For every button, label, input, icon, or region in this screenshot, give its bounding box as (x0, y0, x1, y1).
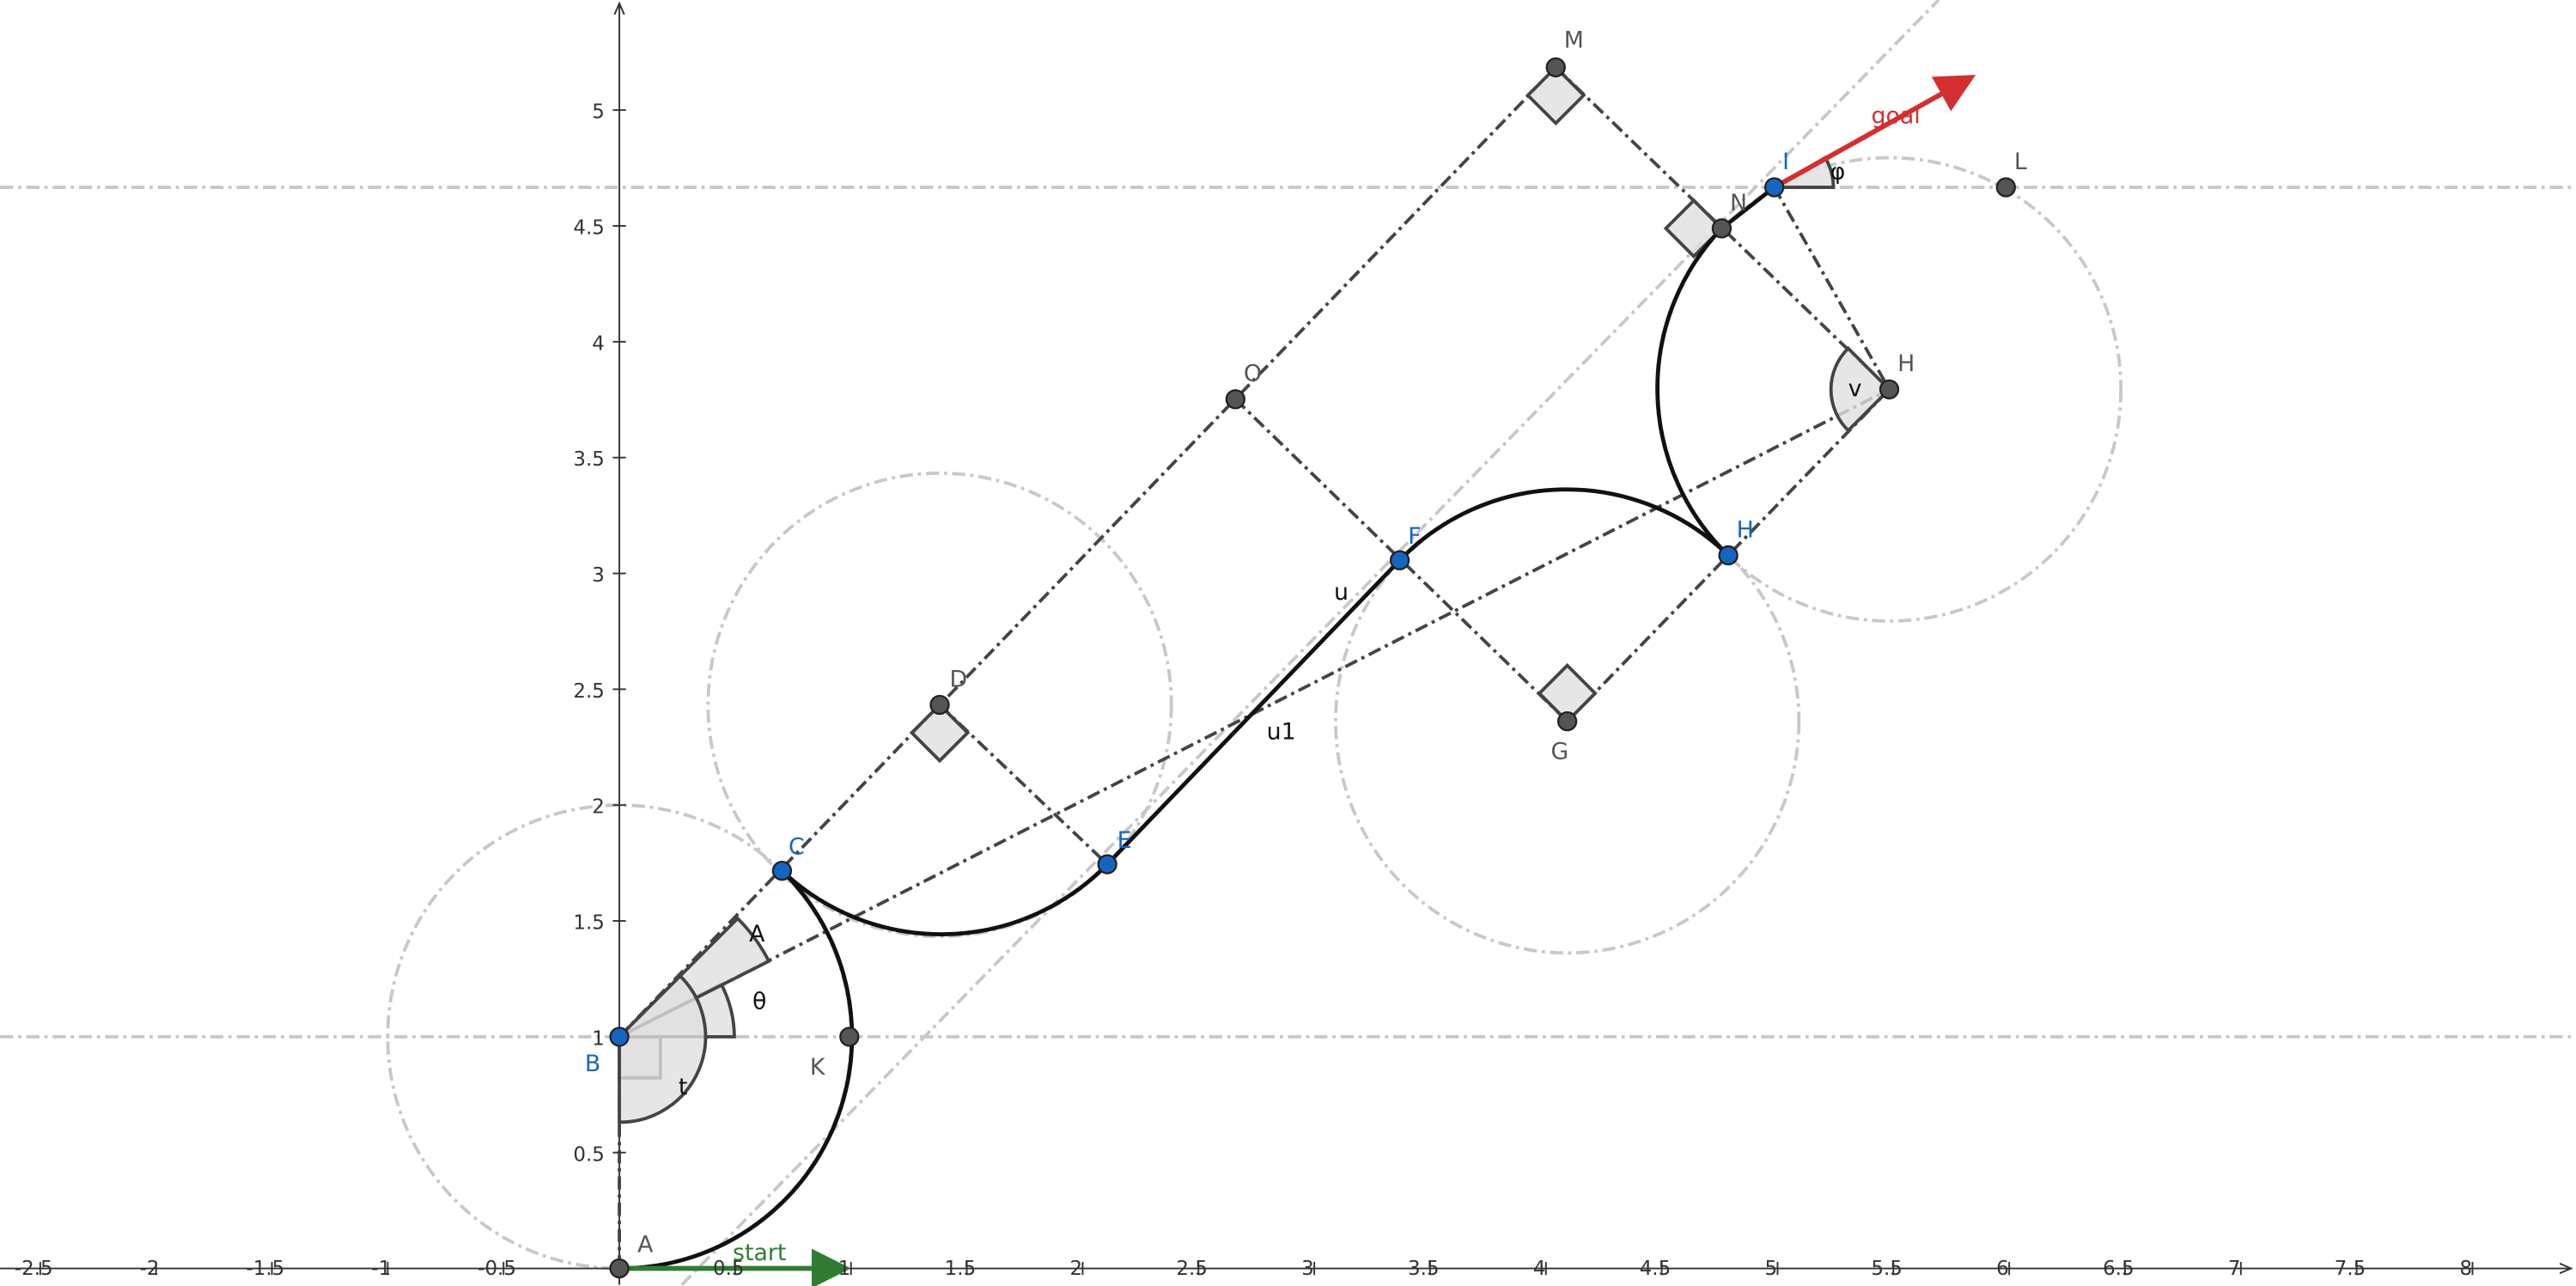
segment (618, 66, 1557, 1039)
tick-labels: -2.5 -2 -1.5 -1 -0.5 0.5 1 1.5 2 2.5 3 3.5 4 4.5 5 5.5 6… (15, 101, 2474, 1280)
x-tick-label: 2.5 (1176, 1258, 1207, 1280)
right-angle (909, 702, 971, 764)
arc (780, 862, 1109, 936)
angle-label: θ (752, 988, 766, 1015)
x-tick-label: 5 (1765, 1258, 1778, 1280)
point-label: H (1737, 516, 1754, 543)
point-label: E (1117, 827, 1132, 854)
point (609, 1027, 630, 1047)
x-tick-label: 3.5 (1408, 1258, 1439, 1280)
angle-sector (618, 973, 708, 1124)
arc (1398, 487, 1730, 562)
point-label: B (585, 1051, 600, 1077)
x-tick-label: -1.5 (247, 1258, 285, 1280)
point-label: F (1408, 523, 1421, 550)
point (1763, 177, 1785, 198)
circle (1655, 155, 2123, 623)
x-tick-label: 5.5 (1871, 1258, 1902, 1280)
arc (1655, 227, 1730, 558)
vector-goal (1773, 75, 1976, 190)
y-tick-label: 2 (592, 796, 605, 819)
point (1225, 389, 1245, 410)
x-tick-label: -2 (140, 1258, 160, 1280)
arc (619, 869, 855, 1271)
right-angle (1537, 662, 1598, 724)
x-tick-label: 1 (838, 1258, 851, 1280)
x-tick-label: 1.5 (945, 1258, 976, 1280)
point-label: K (810, 1054, 826, 1081)
points (609, 57, 2016, 1279)
circle (1334, 488, 1801, 955)
point-label: G (1551, 739, 1569, 765)
x-tick-label: 2 (1069, 1258, 1082, 1280)
point (1545, 57, 1566, 78)
labels: A B C D E F G H H I K L M N O Aθ t v φ u u1 start goal (585, 27, 2027, 1266)
x-tick-label: 3 (1301, 1258, 1314, 1280)
y-tick-label: 4 (592, 332, 605, 355)
angle-label: v (1848, 375, 1862, 402)
point (1995, 177, 2016, 198)
segment (1554, 66, 1891, 391)
segment-label: u1 (1267, 719, 1296, 746)
x-tick-label: 4.5 (1640, 1258, 1671, 1280)
point-label: L (2014, 149, 2027, 175)
angle-label: A (749, 921, 765, 948)
angle-sector (1829, 345, 1892, 433)
x-tick-label: 8 (2460, 1258, 2473, 1280)
axes (0, 3, 2571, 1285)
point-label: I (1782, 149, 1789, 175)
x-tick-label: 7 (2228, 1258, 2241, 1280)
y-tick-label: 3.5 (573, 448, 604, 471)
point (1718, 545, 1739, 566)
y-tick-label: 5 (592, 101, 605, 124)
segment-label: u (1334, 579, 1349, 606)
constructions (618, 64, 1892, 1269)
point-label: D (950, 666, 968, 692)
y-tick-label: 0.5 (573, 1143, 604, 1166)
x-tick-label: 6.5 (2103, 1258, 2134, 1280)
x-tick-label: -2.5 (15, 1258, 53, 1280)
segment-u1 (1105, 558, 1402, 866)
point-label: M (1564, 27, 1584, 53)
path (619, 75, 1976, 1286)
point (1711, 218, 1733, 239)
guide-line (680, 0, 1940, 1286)
point-label: C (789, 834, 805, 861)
point (1879, 379, 1900, 399)
point (609, 1258, 630, 1279)
point (839, 1027, 860, 1047)
segment (1772, 186, 1891, 391)
circle (706, 471, 1173, 939)
angle-label: φ (1830, 158, 1846, 185)
x-tick-label: 0.5 (713, 1258, 744, 1280)
point-label: N (1730, 190, 1747, 216)
y-tick-label: 2.5 (573, 680, 604, 703)
angle-label: t (679, 1074, 688, 1100)
x-tick-label: 6 (1996, 1258, 2009, 1280)
point (1389, 550, 1410, 570)
y-tick-label: 1.5 (573, 912, 604, 935)
vector-label: start (733, 1240, 786, 1266)
x-tick-label: -0.5 (478, 1258, 516, 1280)
point (929, 694, 950, 716)
x-tick-label: 7.5 (2335, 1258, 2366, 1280)
x-tick-label: 4 (1533, 1258, 1546, 1280)
x-tick-label: -1 (371, 1258, 391, 1280)
point-label: O (1244, 361, 1262, 387)
right-angle (1526, 64, 1586, 126)
y-tick-label: 3 (592, 564, 605, 587)
point-label: A (637, 1231, 654, 1258)
y-tick-label: 1 (592, 1027, 605, 1050)
point (771, 861, 793, 881)
segment (1720, 186, 1776, 230)
point-label: H (1897, 350, 1915, 377)
point (1097, 854, 1117, 875)
vector-label: goal (1871, 102, 1920, 129)
y-tick-label: 4.5 (573, 217, 604, 240)
point (1556, 710, 1578, 732)
